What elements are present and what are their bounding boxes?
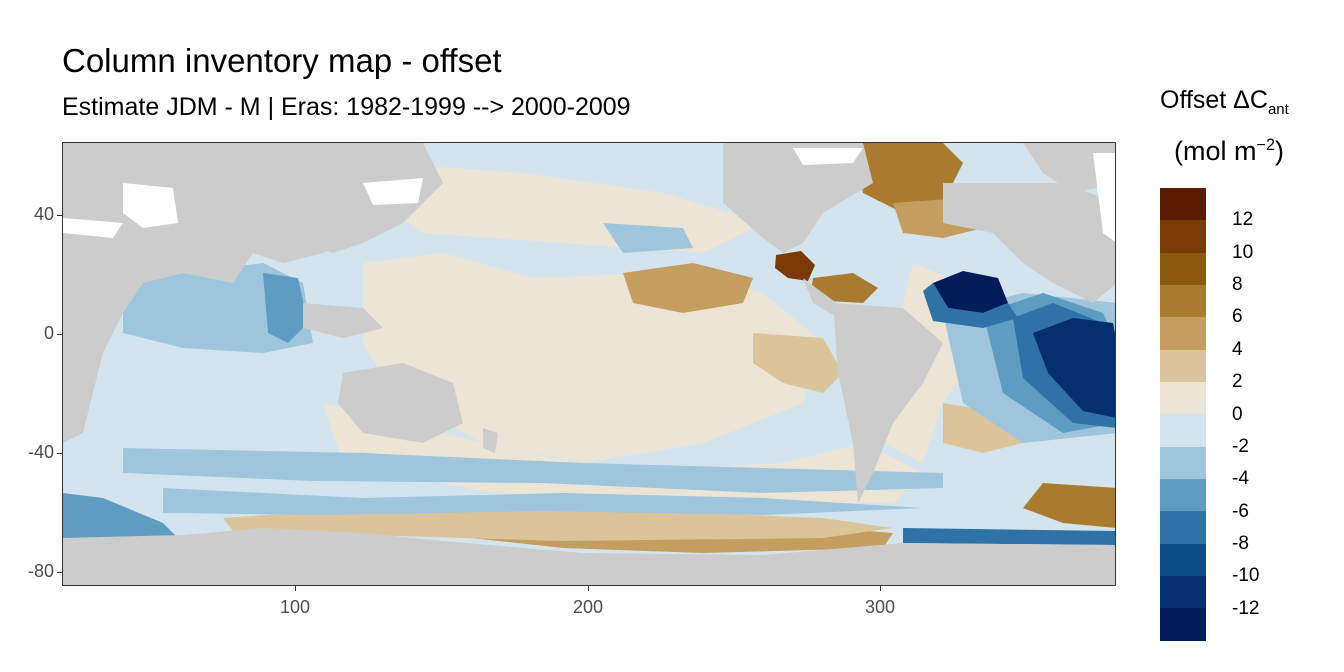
legend-label: -2 bbox=[1232, 435, 1249, 457]
map-panel bbox=[62, 142, 1116, 586]
legend-swatch bbox=[1160, 382, 1206, 415]
legend-swatch bbox=[1160, 479, 1206, 512]
weddell-blue bbox=[63, 493, 183, 548]
missing-data bbox=[63, 148, 1115, 242]
legend-label: 8 bbox=[1232, 274, 1243, 296]
y-tick-label: 0 bbox=[43, 323, 54, 343]
missing-data-patch-5 bbox=[63, 218, 123, 238]
land-north-america bbox=[723, 143, 873, 253]
y-tickmark-0 bbox=[57, 334, 62, 335]
legend-swatch bbox=[1160, 543, 1206, 577]
missing-data-patch-1 bbox=[123, 183, 178, 228]
land-greenland bbox=[1023, 143, 1115, 193]
legend-swatch bbox=[1160, 511, 1206, 544]
land-south-america bbox=[833, 303, 943, 503]
legend-unit-sup: −2 bbox=[1256, 136, 1275, 154]
y-tickmark-neg40 bbox=[57, 453, 62, 454]
legend-label: 12 bbox=[1232, 209, 1254, 231]
southern-atlantic-blue-strip bbox=[903, 528, 1115, 545]
y-tickmark-neg80 bbox=[57, 572, 62, 573]
legend-unit: (mol m−2) bbox=[1174, 136, 1284, 167]
southern-blue-band bbox=[123, 448, 943, 493]
equatorial-pacific-feature bbox=[753, 333, 843, 393]
legend-unit-main: (mol m bbox=[1174, 136, 1257, 166]
land-new-zealand bbox=[483, 428, 498, 453]
land-asia-east bbox=[213, 143, 443, 253]
x-tickmark-300 bbox=[880, 586, 881, 591]
y-tick-label: 40 bbox=[33, 204, 54, 224]
x-tickmark-200 bbox=[588, 586, 589, 591]
north-atlantic-ring bbox=[923, 283, 1018, 328]
land-antarctica bbox=[63, 528, 1115, 585]
legend-label: -12 bbox=[1232, 597, 1260, 619]
legend-label: -4 bbox=[1232, 468, 1249, 490]
legend-swatch bbox=[1160, 608, 1206, 641]
legend-swatch bbox=[1160, 576, 1206, 609]
legend-label: -6 bbox=[1232, 500, 1249, 522]
legend-swatch bbox=[1160, 252, 1206, 286]
x-tick-label: 300 bbox=[864, 597, 896, 617]
legend-label: 10 bbox=[1232, 241, 1254, 263]
x-tick-label: 200 bbox=[572, 597, 604, 617]
caribbean bbox=[811, 273, 878, 303]
southern-blue-band-2 bbox=[163, 488, 923, 515]
legend-swatch bbox=[1160, 317, 1206, 350]
land-australia bbox=[338, 363, 463, 443]
legend-swatch bbox=[1160, 349, 1206, 383]
labrador-sea bbox=[853, 143, 963, 213]
legend-label: -8 bbox=[1232, 532, 1249, 554]
x-tick-label: 100 bbox=[279, 597, 311, 617]
y-tickmark-40 bbox=[57, 215, 62, 216]
legend-label: 4 bbox=[1232, 338, 1243, 360]
legend-title: Offset ΔCant bbox=[1160, 86, 1289, 118]
gulf-of-mexico bbox=[775, 251, 815, 281]
legend-title-sub: ant bbox=[1267, 101, 1289, 118]
legend-unit-end: ) bbox=[1274, 136, 1284, 166]
missing-data-patch-3 bbox=[793, 148, 863, 165]
legend-swatch bbox=[1160, 446, 1206, 480]
legend-swatch bbox=[1160, 220, 1206, 253]
eastern-pacific-feature bbox=[623, 263, 753, 313]
land-africa bbox=[943, 183, 1115, 303]
south-atlantic-core bbox=[1033, 318, 1115, 418]
legend-label: 6 bbox=[1232, 306, 1243, 328]
legend-title-main: Offset ΔC bbox=[1160, 86, 1268, 114]
legend-label: 2 bbox=[1232, 371, 1243, 393]
land-central-america bbox=[803, 278, 843, 315]
legend-swatch bbox=[1160, 414, 1206, 447]
indian-ocean-blue-deep bbox=[263, 273, 308, 343]
southern-atlantic-brown bbox=[1023, 483, 1115, 528]
chart-subtitle: Estimate JDM - M | Eras: 1982-1999 --> 2… bbox=[62, 93, 631, 121]
map-canvas bbox=[63, 143, 1115, 585]
x-tickmark-100 bbox=[295, 586, 296, 591]
north-atlantic-core bbox=[933, 271, 1008, 313]
land-indonesia bbox=[303, 303, 383, 338]
legend-swatch bbox=[1160, 188, 1206, 221]
legend-swatch bbox=[1160, 285, 1206, 318]
y-tick-label: -80 bbox=[27, 561, 54, 581]
missing-data-patch-4 bbox=[1093, 153, 1115, 242]
legend-label: -10 bbox=[1232, 565, 1260, 587]
north-pacific-blue bbox=[603, 223, 693, 253]
y-tick-label: -40 bbox=[27, 442, 54, 462]
missing-data-patch-2 bbox=[363, 178, 423, 205]
legend-label: 0 bbox=[1232, 403, 1243, 425]
legend-colorbar bbox=[1160, 188, 1206, 641]
chart-title: Column inventory map - offset bbox=[62, 42, 502, 79]
